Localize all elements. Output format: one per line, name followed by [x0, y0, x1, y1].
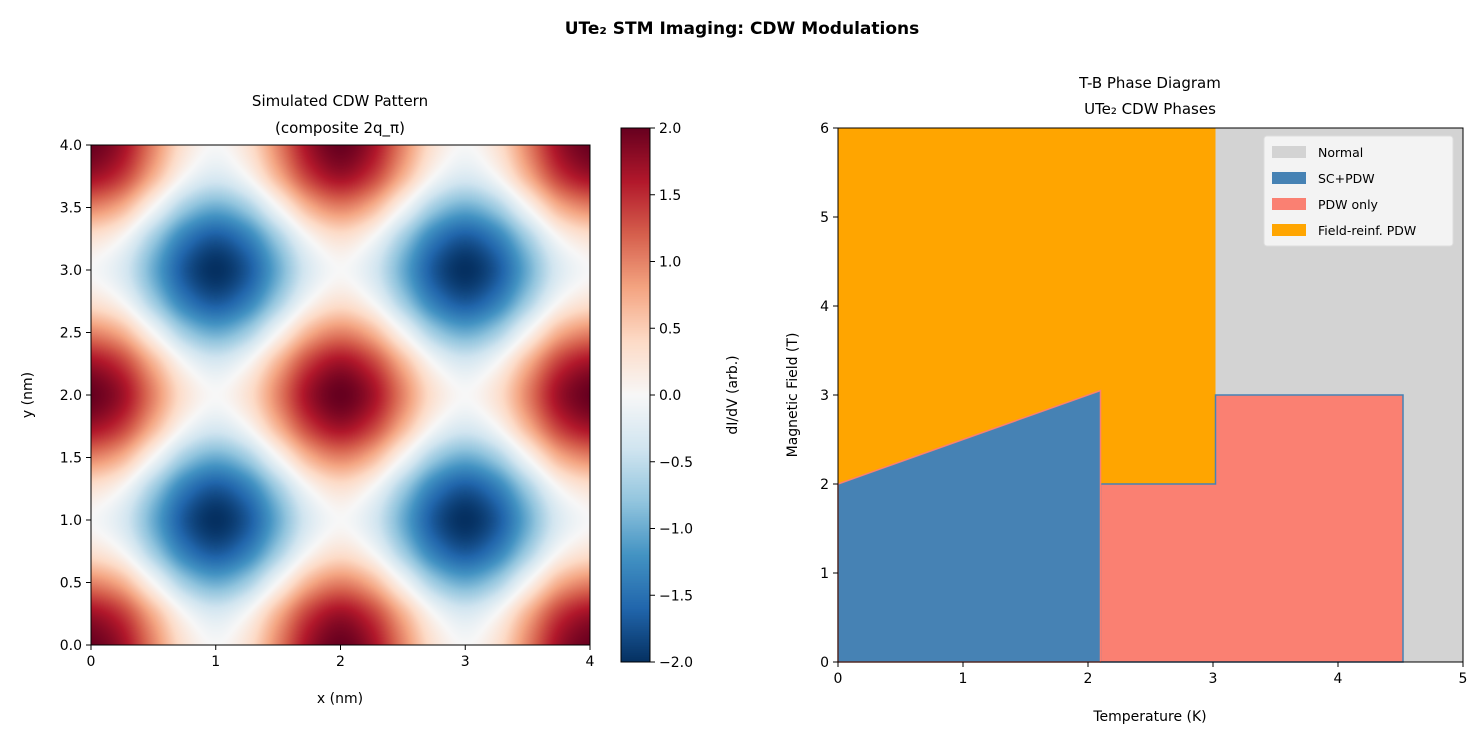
x-tick-label: 1: [959, 671, 968, 687]
right-title-line2: UTe₂ CDW Phases: [1084, 100, 1216, 118]
legend-swatch: [1272, 172, 1306, 184]
region-field-reinf-pdw: [838, 128, 1216, 484]
y-tick-label: 2: [820, 477, 829, 493]
y-tick-label: 0.0: [60, 638, 82, 654]
colorbar-frame: [620, 127, 651, 663]
legend-label: SC+PDW: [1318, 171, 1375, 186]
right-title-line1: T-B Phase Diagram: [1078, 74, 1221, 92]
left-title-line1: Simulated CDW Pattern: [252, 92, 428, 110]
right-ylabel: Magnetic Field (T): [785, 333, 801, 458]
colorbar-tick-label: −1.5: [659, 588, 693, 604]
legend-swatch: [1272, 224, 1306, 236]
y-tick-label: 3: [820, 388, 829, 404]
x-tick-label: 5: [1459, 671, 1468, 687]
y-tick-label: 1.5: [60, 451, 82, 467]
x-tick-label: 1: [211, 654, 220, 670]
y-tick-label: 2.0: [60, 388, 82, 404]
colorbar-label: dI/dV (arb.): [725, 355, 741, 434]
x-tick-label: 3: [461, 654, 470, 670]
x-tick-label: 0: [87, 654, 96, 670]
colorbar-tick-label: −2.0: [659, 655, 693, 671]
legend-swatch: [1272, 146, 1306, 158]
y-tick-label: 0: [820, 655, 829, 671]
y-tick-label: 3.0: [60, 263, 82, 279]
right-xlabel: Temperature (K): [1092, 709, 1206, 725]
legend-label: Normal: [1318, 145, 1363, 160]
left-title-line2: (composite 2q_π): [275, 119, 405, 138]
x-tick-label: 4: [586, 654, 595, 670]
y-tick-label: 2.5: [60, 326, 82, 342]
x-tick-label: 0: [834, 671, 843, 687]
colorbar-tick-label: 0.0: [659, 388, 681, 404]
x-tick-label: 4: [1334, 671, 1343, 687]
colorbar-tick-label: 0.5: [659, 321, 681, 337]
x-tick-label: 3: [1209, 671, 1218, 687]
left-xlabel: x (nm): [317, 691, 363, 707]
left-ylabel: y (nm): [20, 372, 36, 418]
y-tick-label: 4.0: [60, 138, 82, 154]
y-tick-label: 4: [820, 299, 829, 315]
colorbar-tick-label: −1.0: [659, 522, 693, 538]
y-tick-label: 3.5: [60, 201, 82, 217]
x-tick-label: 2: [336, 654, 345, 670]
left-axes-frame: [90, 144, 591, 646]
y-tick-label: 5: [820, 210, 829, 226]
colorbar-tick-label: −0.5: [659, 455, 693, 471]
colorbar-tick-label: 1.0: [659, 255, 681, 271]
suptitle: UTe₂ STM Imaging: CDW Modulations: [565, 19, 920, 39]
legend: [1263, 135, 1454, 247]
legend-label: Field-reinf. PDW: [1318, 223, 1416, 238]
legend-swatch: [1272, 198, 1306, 210]
legend-label: PDW only: [1318, 197, 1379, 212]
y-tick-label: 1.0: [60, 513, 82, 529]
y-tick-label: 1: [820, 566, 829, 582]
x-tick-label: 2: [1084, 671, 1093, 687]
colorbar: [621, 128, 650, 662]
y-tick-label: 6: [820, 121, 829, 137]
y-tick-label: 0.5: [60, 576, 82, 592]
cdw-heatmap: [91, 145, 590, 645]
colorbar-tick-label: 2.0: [659, 121, 681, 137]
colorbar-tick-label: 1.5: [659, 188, 681, 204]
